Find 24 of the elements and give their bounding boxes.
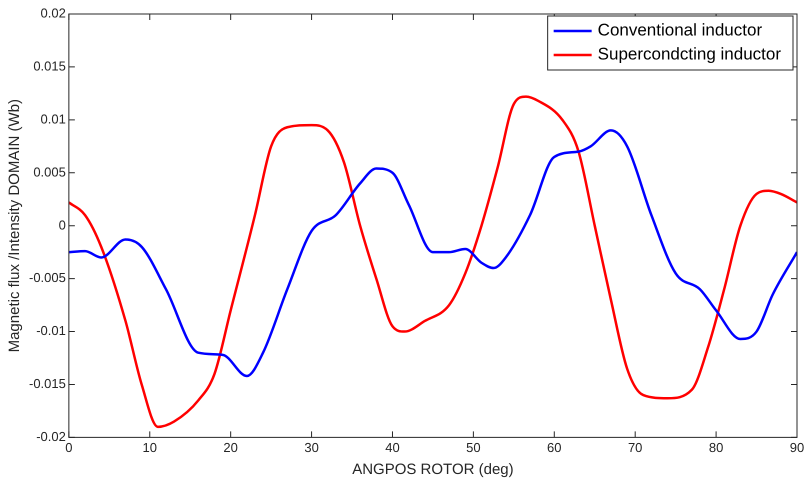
x-tick-label: 30 <box>304 440 319 455</box>
y-tick-label: 0.005 <box>33 164 66 180</box>
line-series <box>68 95 797 428</box>
x-tick-label: 50 <box>466 440 481 455</box>
y-tick-label: 0.015 <box>33 58 66 74</box>
x-tick-label: 70 <box>628 440 642 455</box>
y-tick-label: -0.005 <box>28 270 66 286</box>
x-tick-label: 80 <box>708 440 724 455</box>
x-tick-label: 10 <box>142 440 157 455</box>
x-tick-label: 20 <box>223 440 238 455</box>
x-tick-label: 90 <box>790 440 804 455</box>
y-tick-label: -0.015 <box>28 376 66 392</box>
line-series <box>68 129 797 378</box>
y-tick-label: 0.02 <box>40 6 66 21</box>
x-tick-label: 40 <box>385 440 400 455</box>
x-axis-title: ANGPOS ROTOR (deg) <box>352 461 514 478</box>
legend-label: Conventional inductor <box>598 20 762 40</box>
legend-label: Supercondcting inductor <box>598 44 782 64</box>
y-tick-label: -0.01 <box>36 323 66 338</box>
y-tick-label: 0.01 <box>40 111 66 126</box>
y-tick-label: 0 <box>58 217 66 232</box>
x-tick-label: 60 <box>547 440 562 455</box>
y-tick-label: -0.02 <box>36 428 66 444</box>
y-axis-title: Magnetic flux /Intensity DOMAIN (Wb) <box>6 98 24 352</box>
